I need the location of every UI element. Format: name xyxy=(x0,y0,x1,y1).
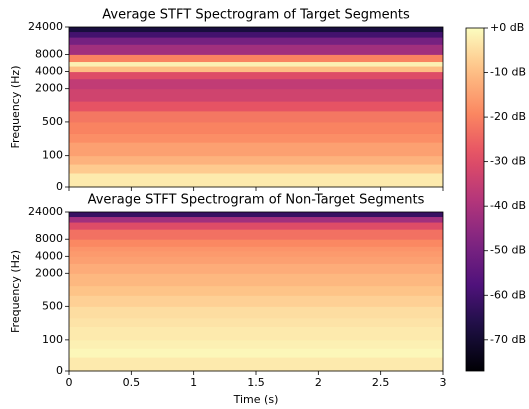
panel-title: Average STFT Spectrogram of Non-Target S… xyxy=(88,193,425,208)
spectrogram-cell xyxy=(69,121,443,134)
x-tick-label: 2 xyxy=(315,376,322,389)
y-axis-label: Frequency (Hz) xyxy=(9,250,22,333)
x-tick-label: 0 xyxy=(66,376,73,389)
spectrogram-cell xyxy=(69,155,443,165)
spectrogram-cell xyxy=(69,339,443,349)
y-tick-label: 0 xyxy=(56,180,63,193)
spectrogram-cell xyxy=(69,273,443,287)
spectrogram-cell xyxy=(69,222,443,230)
y-tick-label: 8000 xyxy=(35,232,63,245)
x-tick-label: 0.5 xyxy=(123,376,141,389)
spectrogram-cell xyxy=(69,31,443,38)
spectrogram-cell xyxy=(69,285,443,296)
spectrogram-cell xyxy=(69,133,443,143)
spectrogram-cell xyxy=(69,212,443,218)
spectrogram-cell xyxy=(69,357,443,372)
y-tick-label: 500 xyxy=(42,299,63,312)
spectrogram-cell xyxy=(69,216,443,223)
y-tick-label: 8000 xyxy=(35,47,63,60)
colorbar-tick-label: -70 dB xyxy=(490,333,526,346)
y-tick-label: 500 xyxy=(42,115,63,128)
y-tick-label: 0 xyxy=(56,364,63,377)
colorbar-tick-label: +0 dB xyxy=(490,21,524,34)
spectrogram-cell xyxy=(69,326,443,341)
spectrogram-cell xyxy=(69,44,443,55)
spectrogram-cell xyxy=(69,295,443,307)
spectrogram-cell xyxy=(69,256,443,264)
x-axis-label: Time (s) xyxy=(233,393,279,406)
spectrogram-cell xyxy=(69,142,443,157)
y-axis-label: Frequency (Hz) xyxy=(9,66,22,149)
spectrogram-cell xyxy=(69,27,443,33)
colorbar-tick-label: -10 dB xyxy=(490,66,526,79)
spectrogram-cell xyxy=(69,78,443,90)
colorbar-tick-label: -40 dB xyxy=(490,199,526,212)
spectrogram-cell xyxy=(69,66,443,73)
y-tick-label: 4000 xyxy=(35,65,63,78)
y-tick-label: 100 xyxy=(42,333,63,346)
x-tick-label: 3 xyxy=(440,376,447,389)
panel-title: Average STFT Spectrogram of Target Segme… xyxy=(102,8,410,23)
y-tick-label: 100 xyxy=(42,149,63,162)
spectrogram-cell xyxy=(69,239,443,247)
spectrogram-cell xyxy=(69,110,443,123)
spectrogram-cell xyxy=(69,250,443,257)
spectrogram-cell xyxy=(69,71,443,80)
spectrogram-cell xyxy=(69,263,443,274)
colorbar-tick-label: -20 dB xyxy=(490,110,526,123)
x-tick-label: 1.5 xyxy=(247,376,265,389)
spectrogram-cell xyxy=(69,348,443,358)
spectrogram-cell xyxy=(69,317,443,327)
colorbar xyxy=(465,27,485,372)
y-tick-label: 4000 xyxy=(35,249,63,262)
y-tick-label: 2000 xyxy=(35,266,63,279)
spectrogram-cell xyxy=(69,173,443,188)
spectrogram-cell xyxy=(69,88,443,102)
spectrogram-cell xyxy=(69,54,443,63)
spectrogram-cell xyxy=(69,101,443,112)
spectrogram-cell xyxy=(69,246,443,252)
y-tick-label: 24000 xyxy=(28,20,63,33)
spectrogram-cell xyxy=(69,229,443,240)
x-tick-label: 1 xyxy=(190,376,197,389)
y-tick-label: 24000 xyxy=(28,205,63,218)
spectrogram-cell xyxy=(69,37,443,45)
colorbar-tick-label: -60 dB xyxy=(490,288,526,301)
y-tick-label: 2000 xyxy=(35,82,63,95)
colorbar-tick-label: -50 dB xyxy=(490,244,526,257)
x-tick-label: 2.5 xyxy=(372,376,390,389)
spectrogram-cell xyxy=(69,61,443,67)
spectrogram-cell xyxy=(69,306,443,319)
colorbar-tick-label: -30 dB xyxy=(490,155,526,168)
spectrogram-cell xyxy=(69,164,443,174)
